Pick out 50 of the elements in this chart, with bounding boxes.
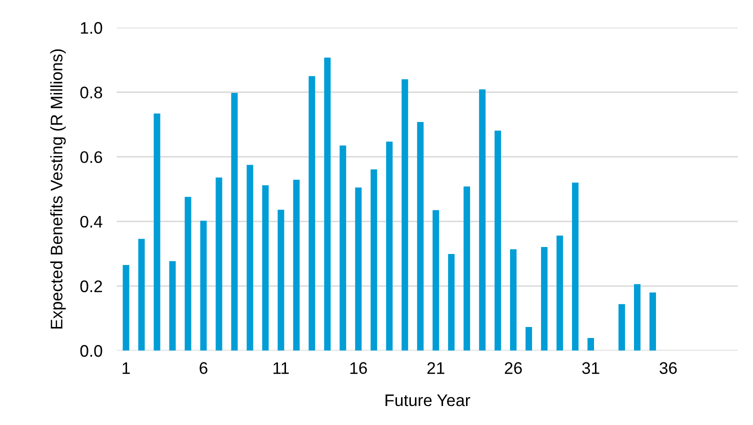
y-tick-label: 0.2 (80, 280, 102, 292)
bar (278, 210, 284, 351)
x-tick-label: 16 (350, 362, 367, 374)
bar (184, 196, 192, 351)
bar (402, 79, 408, 351)
bar (246, 164, 254, 351)
bar (216, 177, 222, 351)
y-axis-title: Expected Benefits Vesting (R Millions) (50, 49, 66, 329)
bar (417, 122, 424, 351)
bar (231, 92, 238, 351)
bar (510, 249, 517, 351)
bar (572, 182, 579, 351)
x-tick-label: 21 (427, 362, 444, 374)
bar (324, 58, 331, 351)
x-tick-label: 6 (200, 362, 208, 374)
bar (541, 246, 548, 351)
y-tick-label: 0.6 (80, 151, 102, 164)
x-axis-title: Future Year (386, 394, 470, 406)
y-tick-label: 0.0 (80, 345, 102, 357)
bar (618, 304, 626, 351)
bar (154, 114, 160, 351)
x-tick-label: 31 (582, 362, 600, 374)
x-tick-label: 26 (504, 362, 522, 374)
bar (340, 146, 346, 351)
bar (588, 338, 594, 351)
bar (355, 188, 362, 351)
bar (200, 220, 207, 351)
bar (293, 180, 300, 351)
y-tick-label: 0.8 (80, 86, 102, 98)
y-tick-label: 1.0 (80, 22, 102, 34)
bar (308, 76, 316, 351)
bar (634, 284, 640, 351)
bar (464, 186, 470, 351)
bar (479, 89, 486, 351)
bar (122, 265, 130, 351)
bar (494, 130, 502, 351)
bar (649, 292, 656, 351)
x-tick-label: 36 (660, 362, 677, 374)
bar (370, 169, 378, 351)
bar (138, 238, 145, 351)
bar (448, 254, 455, 351)
bar (262, 185, 269, 351)
bar (169, 261, 176, 351)
y-tick-label: 0.4 (80, 216, 102, 228)
x-tick-label: 1 (122, 362, 130, 374)
bar (526, 327, 532, 351)
bar (556, 236, 564, 351)
x-tick-label: 11 (274, 362, 289, 374)
bar (432, 210, 440, 351)
bar (386, 142, 393, 351)
